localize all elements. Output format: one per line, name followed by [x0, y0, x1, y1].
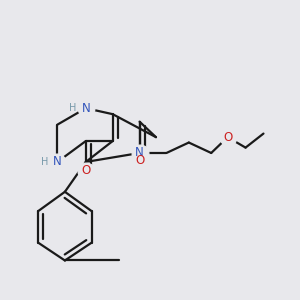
Text: O: O — [223, 131, 232, 144]
Text: N: N — [53, 155, 62, 168]
Text: O: O — [135, 154, 144, 167]
Text: N: N — [135, 146, 144, 160]
Text: H: H — [69, 103, 76, 113]
Text: H: H — [40, 157, 48, 167]
Text: N: N — [81, 102, 90, 115]
Text: O: O — [81, 164, 90, 177]
